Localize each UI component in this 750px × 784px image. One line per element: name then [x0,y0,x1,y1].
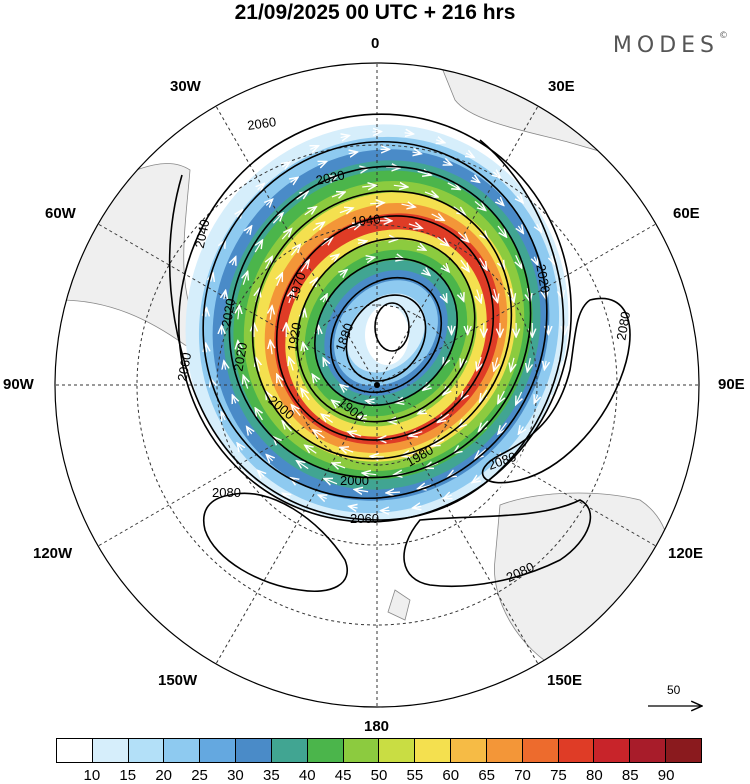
brand-mark: © [719,31,728,41]
lon-label-60e: 60E [673,205,700,223]
colorbar-swatch [559,739,595,762]
lon-label-30e: 30E [548,78,575,96]
colorbar-tick-label: 15 [113,767,143,784]
brand-name: MODES [613,33,719,58]
colorbar-swatch [666,739,701,762]
colorbar-swatch [200,739,236,762]
colorbar-swatch [451,739,487,762]
colorbar-swatch [594,739,630,762]
colorbar-tick-label: 20 [149,767,179,784]
contour-label: 2080 [212,485,241,500]
colorbar-tick-label: 85 [615,767,645,784]
vortex-core [365,305,409,365]
lon-label-180: 180 [364,718,389,736]
brand-logo: MODES© [613,33,728,58]
colorbar-swatch [93,739,129,762]
colorbar-swatch [236,739,272,762]
colorbar-swatch [57,739,93,762]
lon-label-30w: 30W [170,78,201,96]
colorbar [56,738,702,763]
colorbar-tick-label: 40 [292,767,322,784]
wind-vector [386,492,400,493]
wind-vector [206,343,207,352]
contour-label: 2060 [350,511,379,526]
contour-label: 2000 [340,473,369,488]
lon-label-90e: 90E [718,376,745,394]
colorbar-tick-label: 60 [436,767,466,784]
map-title: 21/09/2025 00 UTC + 216 hrs [0,0,750,26]
colorbar-tick-label: 90 [651,767,681,784]
south-pole-marker [374,382,380,388]
colorbar-tick-label: 75 [543,767,573,784]
wind-vector [206,308,207,317]
colorbar-tick-label: 35 [256,767,286,784]
colorbar-swatch [630,739,666,762]
lon-label-90w: 90W [3,376,34,394]
contour-label: 1940 [351,212,381,229]
colorbar-swatch [272,739,308,762]
colorbar-swatch [415,739,451,762]
lon-label-60w: 60W [45,205,76,223]
lon-label-150e: 150E [547,672,582,690]
colorbar-tick-label: 50 [364,767,394,784]
lon-label-120e: 120E [668,545,703,563]
colorbar-tick-label: 45 [328,767,358,784]
colorbar-tick-label: 30 [220,767,250,784]
lon-label-120w: 120W [33,545,72,563]
colorbar-swatch [164,739,200,762]
colorbar-tick-label: 10 [77,767,107,784]
colorbar-swatch [129,739,165,762]
colorbar-tick-label: 55 [400,767,430,784]
colorbar-tick-label: 70 [508,767,538,784]
lon-label-0: 0 [371,35,379,53]
colorbar-swatch [487,739,523,762]
colorbar-swatch [344,739,380,762]
colorbar-tick-label: 65 [472,767,502,784]
colorbar-swatch [379,739,415,762]
colorbar-swatch [523,739,559,762]
colorbar-tick-label: 25 [185,767,215,784]
colorbar-tick-label: 80 [579,767,609,784]
reference-vector-label: 50 [667,683,680,697]
colorbar-swatch [308,739,344,762]
lon-label-150w: 150W [158,672,197,690]
